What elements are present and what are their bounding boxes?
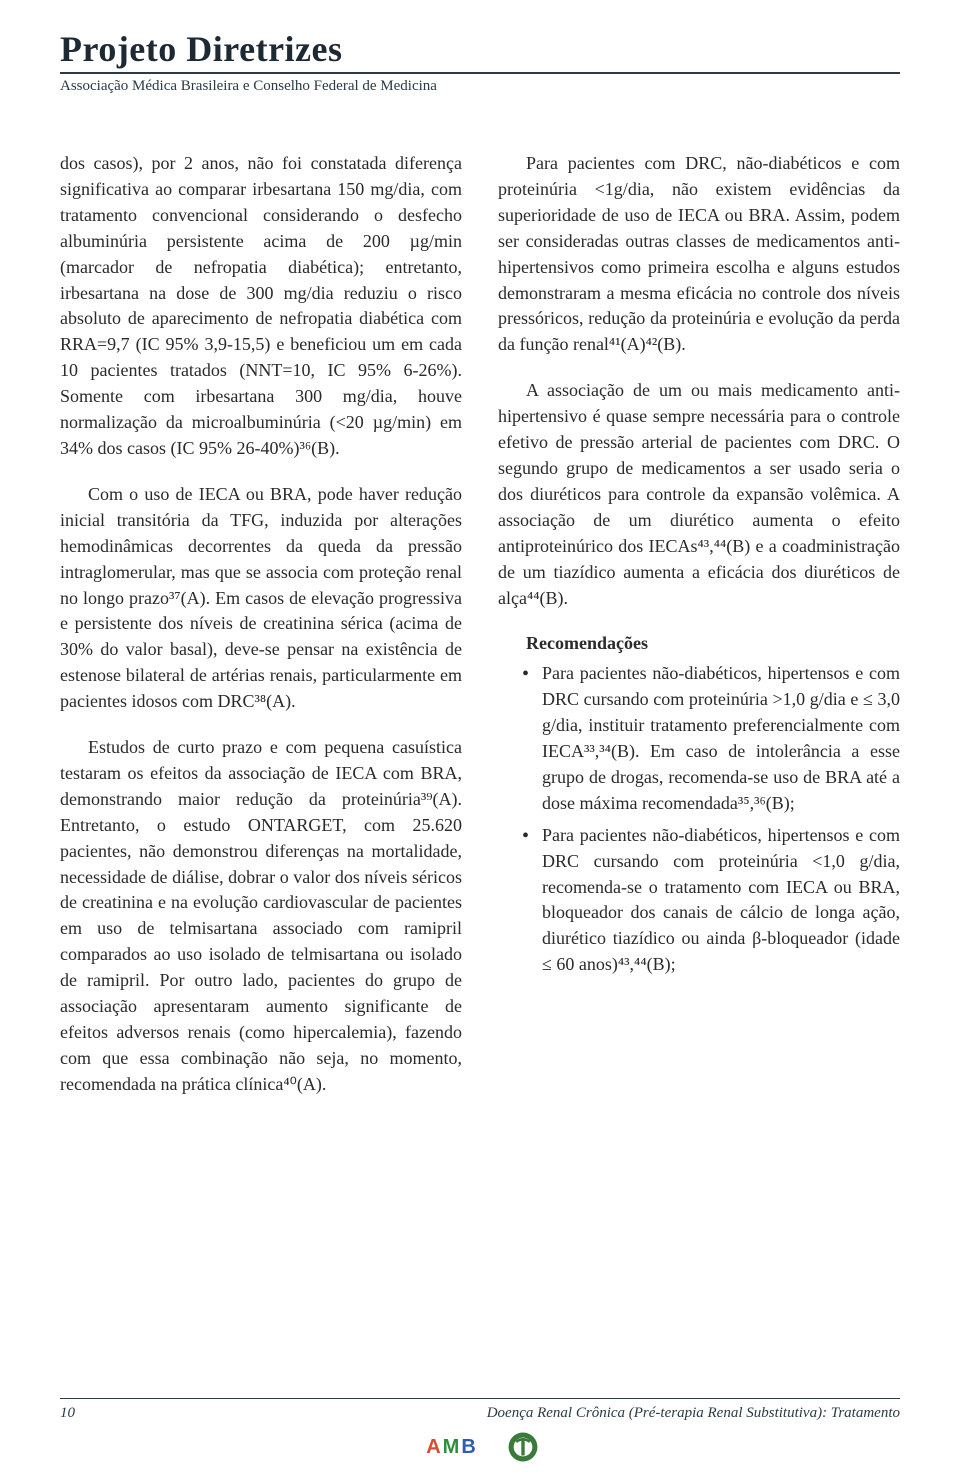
amb-logo: AMB [420,1434,484,1461]
page-footer: 10 Doença Renal Crônica (Pré-terapia Ren… [60,1398,900,1464]
page: Projeto Diretrizes Associação Médica Bra… [0,0,960,1482]
amb-logo-b: B [461,1436,477,1458]
amb-logo-m: M [443,1436,462,1458]
amb-logo-a: A [426,1436,442,1458]
paragraph-3: Estudos de curto prazo e com pequena cas… [60,735,462,1098]
header-subtitle: Associação Médica Brasileira e Conselho … [60,78,900,95]
footer-doc-title: Doença Renal Crônica (Pré-terapia Renal … [487,1405,900,1422]
footer-line: 10 Doença Renal Crônica (Pré-terapia Ren… [60,1405,900,1422]
page-number: 10 [60,1405,75,1422]
cfm-logo-icon [506,1430,540,1464]
header-title: Projeto Diretrizes [60,28,900,70]
paragraph-4: Para pacientes com DRC, não-diabéticos e… [498,151,900,358]
footer-logos: AMB [60,1430,900,1464]
page-header: Projeto Diretrizes Associação Médica Bra… [60,28,900,95]
paragraph-2: Com o uso de IECA ou BRA, pode haver red… [60,482,462,715]
header-rule [60,72,900,74]
recommendation-item: Para pacientes não-diabéticos, hipertens… [542,661,900,816]
recommendation-item: Para pacientes não-diabéticos, hipertens… [542,823,900,978]
body-columns: dos casos), por 2 anos, não foi constata… [60,151,900,1098]
paragraph-1: dos casos), por 2 anos, não foi constata… [60,151,462,462]
recommendations-heading: Recomendações [526,631,900,657]
recommendations-list: Para pacientes não-diabéticos, hipertens… [498,661,900,978]
paragraph-5: A associação de um ou mais medicamento a… [498,378,900,611]
footer-rule [60,1398,900,1399]
